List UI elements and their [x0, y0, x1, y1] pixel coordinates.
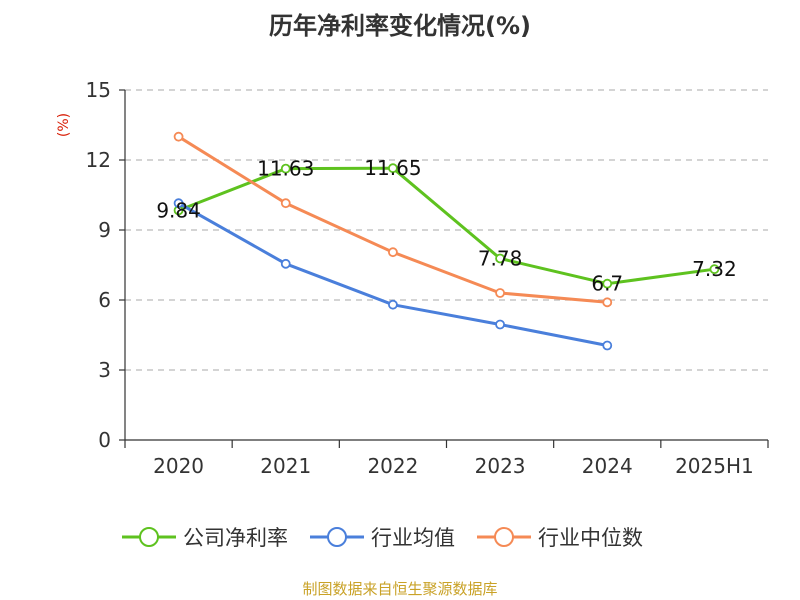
y-tick-label: 15: [86, 78, 111, 102]
y-tick-label: 3: [98, 358, 111, 382]
data-point: [388, 299, 398, 310]
y-axis-unit-label: (%): [56, 113, 72, 137]
axes: 0 3 6 9 12 15 2020 2021 2022 2023 2024 2025H1: [86, 78, 769, 478]
x-tick-label: 2024: [582, 454, 633, 478]
y-tick-label: 12: [86, 148, 111, 172]
legend-marker-icon: [139, 527, 159, 547]
data-labels: 9.84 11.63 11.65 7.78 6.7 7.32: [156, 156, 736, 295]
legend: 公司净利率 行业均值 行业中位数: [122, 526, 643, 550]
data-point: [388, 163, 398, 174]
legend-item[interactable]: 行业中位数: [477, 526, 643, 550]
data-label: 6.7: [591, 272, 623, 296]
series-3: [173, 131, 613, 308]
legend-marker-icon: [494, 527, 514, 547]
y-tick-label: 0: [98, 428, 111, 452]
legend-label: 公司净利率: [183, 526, 288, 550]
x-tick-label: 2020: [153, 454, 204, 478]
legend-item[interactable]: 行业均值: [310, 526, 455, 550]
data-point: [709, 264, 720, 275]
data-point: [495, 288, 505, 298]
data-point: [280, 198, 291, 209]
y-tick-label: 9: [98, 218, 111, 242]
data-point: [495, 253, 505, 264]
data-label: 7.78: [478, 246, 523, 270]
x-tick-label: 2022: [367, 454, 418, 478]
data-point: [280, 258, 291, 269]
legend-marker-icon: [327, 527, 347, 547]
chart-title: 历年净利率变化情况(%): [269, 12, 531, 40]
data-label: 7.32: [692, 257, 737, 281]
x-tick-label: 2025H1: [675, 454, 754, 478]
series-line: [178, 166, 715, 286]
series-2: [173, 198, 613, 351]
data-point: [602, 278, 613, 289]
data-label: 11.63: [257, 157, 314, 181]
x-tick-label: 2023: [475, 454, 526, 478]
data-point: [388, 247, 398, 258]
series-1: [173, 163, 720, 289]
legend-label: 行业中位数: [538, 526, 643, 550]
data-point: [173, 198, 184, 209]
data-point: [602, 297, 613, 308]
legend-item[interactable]: 公司净利率: [122, 526, 288, 550]
series-lines: [173, 131, 720, 351]
data-point: [280, 163, 291, 174]
y-tick-label: 6: [98, 288, 111, 312]
data-label: 11.65: [364, 156, 421, 180]
data-point: [173, 131, 184, 142]
data-label: 9.84: [156, 198, 201, 222]
source-footer: 制图数据来自恒生聚源数据库: [302, 580, 497, 598]
gridlines: [125, 89, 768, 371]
x-tick-label: 2021: [260, 454, 311, 478]
legend-label: 行业均值: [371, 526, 455, 550]
series-line: [177, 201, 608, 347]
data-point: [602, 340, 613, 351]
data-point: [495, 319, 505, 330]
